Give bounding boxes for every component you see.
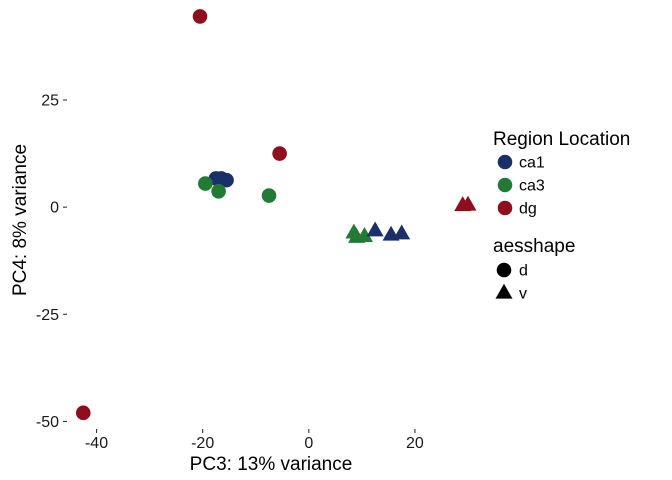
legend-key-ca1 [497, 154, 513, 170]
x-axis: -40 -20 0 20 [85, 429, 424, 452]
legend-label-dg: dg [519, 201, 537, 218]
data-point-circle-ca3 [261, 188, 277, 203]
y-tick-label: 0 [50, 200, 59, 217]
data-point-circle-dg [75, 405, 91, 421]
x-axis-title: PC3: 13% variance [190, 454, 353, 475]
y-axis: -50 -25 0 25 [36, 93, 67, 431]
data-point-circle-dg [272, 146, 287, 161]
y-tick-label: -50 [36, 414, 59, 431]
data-point-circle-dg [192, 9, 208, 24]
data-point-triangle-ca1 [393, 224, 411, 240]
legend-label-ca1: ca1 [519, 155, 545, 172]
legend-key-v [495, 283, 513, 299]
color-legend-entries: ca1 ca3 dg [497, 154, 545, 218]
shape-legend-entries: dv [495, 262, 528, 303]
x-tick-label: 20 [406, 435, 424, 452]
data-point-triangle-ca3 [356, 227, 374, 242]
data-point-circle-ca3 [198, 176, 213, 191]
legend-key-d [496, 262, 512, 278]
y-tick-label: 25 [41, 93, 59, 110]
data-point-circle-ca1 [219, 172, 234, 188]
data-points [75, 9, 477, 421]
data-point-triangle-ca1 [366, 221, 384, 237]
y-tick-label: -25 [36, 307, 59, 324]
x-tick-label: -20 [191, 435, 214, 452]
legend-label-d: d [519, 263, 528, 280]
legend: Region Location ca1 ca3 dg aesshape dv [493, 129, 630, 303]
data-point-circle-ca3 [211, 183, 226, 199]
x-tick-label: 0 [304, 435, 313, 452]
legend-label-v: v [519, 286, 527, 303]
color-legend-title: Region Location [493, 129, 630, 150]
shape-legend-title: aesshape [493, 236, 575, 257]
legend-key-ca3 [497, 177, 513, 193]
legend-label-ca3: ca3 [519, 178, 545, 195]
data-point-triangle-dg [459, 195, 477, 211]
legend-key-dg [497, 200, 513, 216]
x-tick-label: -40 [85, 435, 108, 452]
y-axis-title: PC4: 8% variance [10, 144, 31, 296]
